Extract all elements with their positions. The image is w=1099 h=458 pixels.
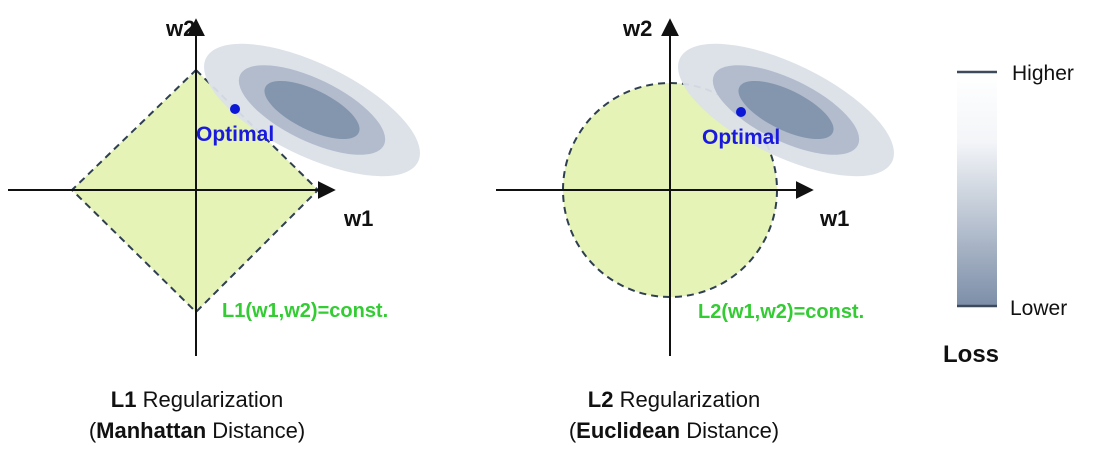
loss-contour-inner bbox=[264, 80, 360, 140]
l2-caption-distance: (Euclidean Distance) bbox=[569, 418, 779, 443]
l1-caption-distance: (Manhattan Distance) bbox=[89, 418, 305, 443]
l2-caption-distance-bold: Euclidean bbox=[576, 418, 680, 443]
l2-optimal-point bbox=[736, 107, 746, 117]
legend-higher-label: Higher bbox=[1012, 62, 1074, 85]
l1-loss-contours bbox=[204, 43, 420, 177]
l2-caption-rest: Regularization bbox=[613, 387, 760, 412]
loss-gradient-bar bbox=[957, 72, 997, 306]
l2-panel: w2 w1 Optimal L2(w1,w2)=const. L2 Regula… bbox=[496, 16, 894, 443]
l1-constraint-label: L1(w1,w2)=const. bbox=[222, 300, 388, 322]
l1-caption-distance-rest: Distance) bbox=[206, 418, 305, 443]
l2-caption-bold: L2 bbox=[588, 387, 614, 412]
l2-optimal-label: Optimal bbox=[702, 126, 780, 149]
l1-caption-distance-bold: Manhattan bbox=[96, 418, 206, 443]
legend-lower-label: Lower bbox=[1010, 297, 1067, 320]
l2-caption-distance-rest: Distance) bbox=[680, 418, 779, 443]
loss-contour-inner bbox=[738, 80, 834, 140]
l2-caption: L2 Regularization bbox=[588, 387, 760, 412]
l1-caption-open: ( bbox=[89, 418, 97, 443]
l1-x-axis-label: w1 bbox=[343, 206, 373, 231]
l1-y-axis-label: w2 bbox=[165, 16, 195, 41]
l1-panel: w2 w1 Optimal L1(w1,w2)=const. L1 Regula… bbox=[8, 16, 420, 443]
l1-optimal-label: Optimal bbox=[196, 123, 274, 146]
l1-caption: L1 Regularization bbox=[111, 387, 283, 412]
l2-constraint-label: L2(w1,w2)=const. bbox=[698, 301, 864, 323]
l1-caption-bold: L1 bbox=[111, 387, 137, 412]
legend-title: Loss bbox=[943, 341, 999, 368]
l2-loss-contours bbox=[678, 43, 894, 177]
l2-x-axis-label: w1 bbox=[819, 206, 849, 231]
loss-legend: Higher Lower Loss bbox=[943, 62, 1074, 368]
l1-caption-rest: Regularization bbox=[136, 387, 283, 412]
l1-optimal-point bbox=[230, 104, 240, 114]
l2-caption-open: ( bbox=[569, 418, 577, 443]
l2-y-axis-label: w2 bbox=[622, 16, 652, 41]
